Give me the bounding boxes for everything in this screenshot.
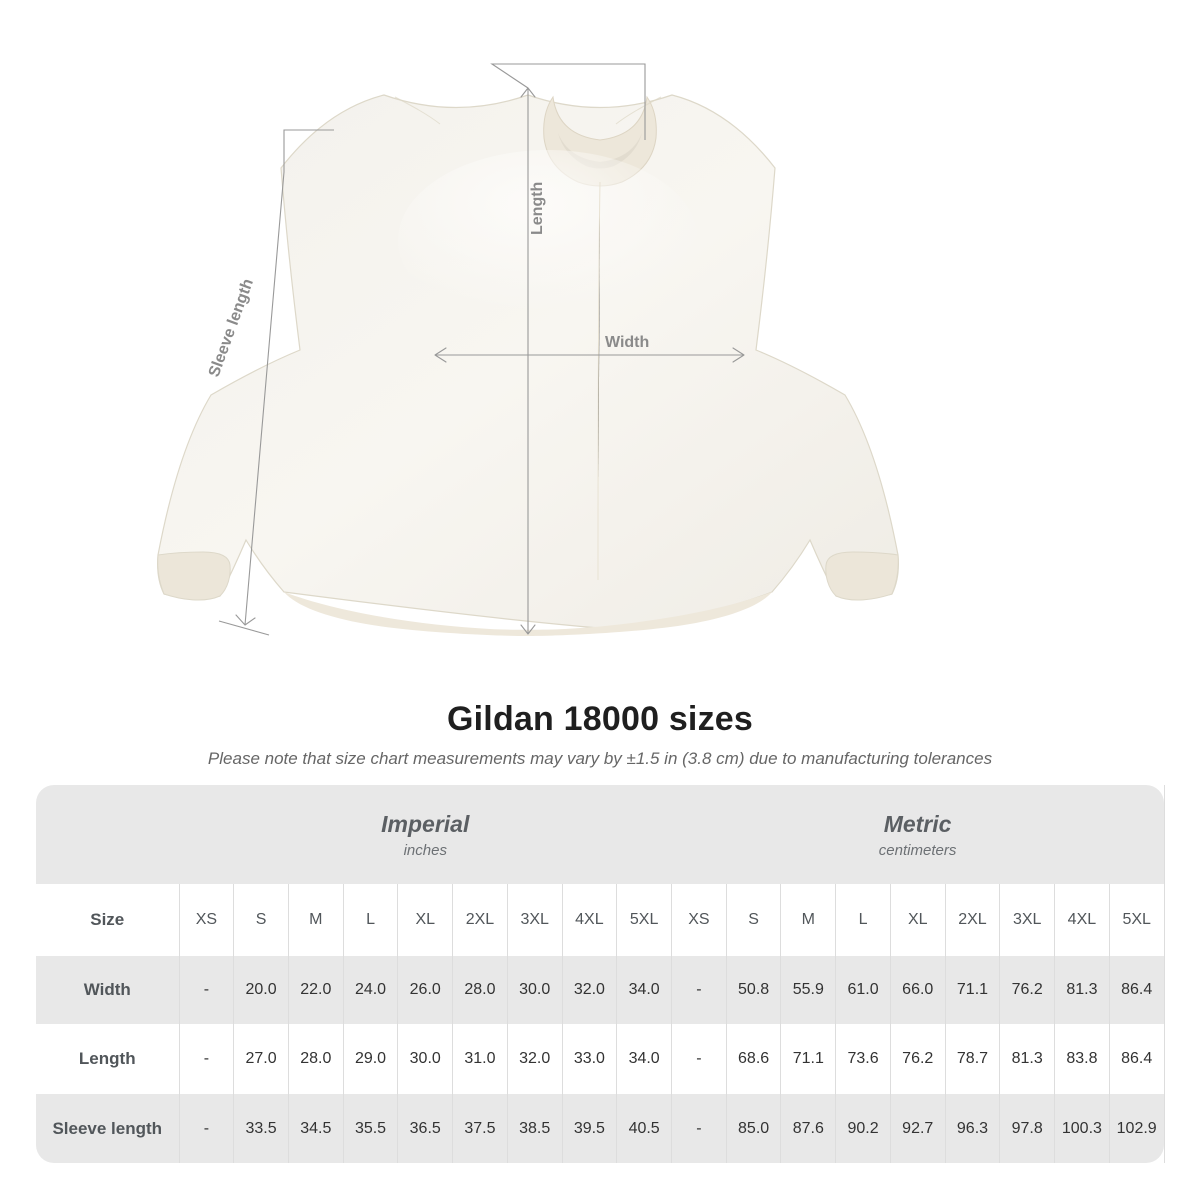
svg-text:Length: Length bbox=[529, 182, 546, 235]
svg-text:Width: Width bbox=[605, 334, 649, 351]
svg-text:Sleeve length: Sleeve length bbox=[206, 277, 257, 380]
